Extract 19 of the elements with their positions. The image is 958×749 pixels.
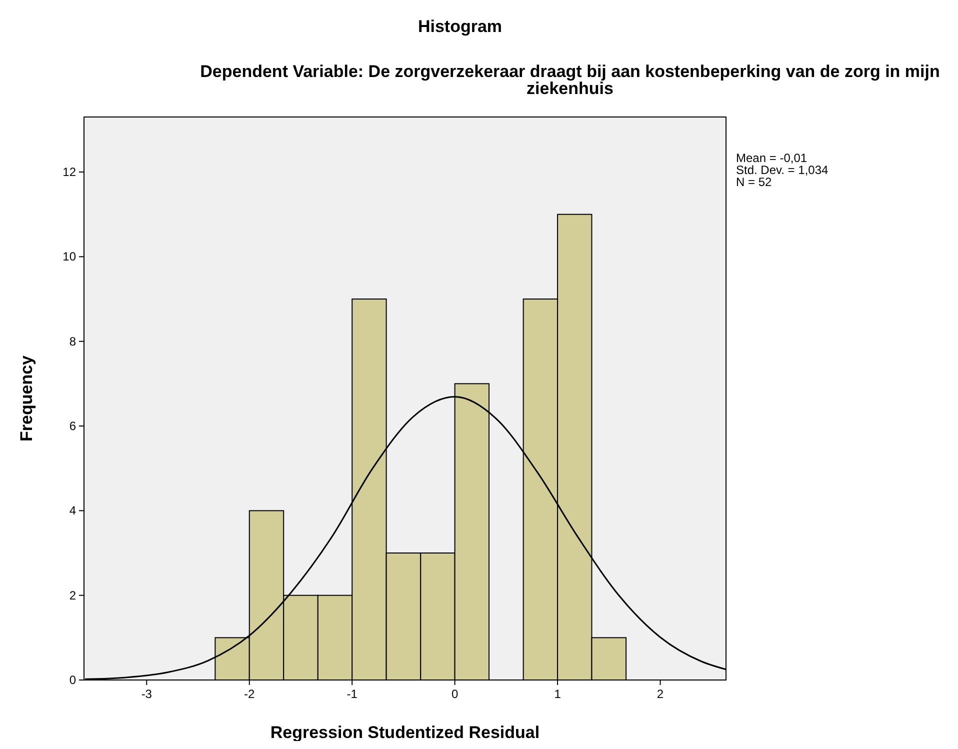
y-axis-title: Frequency	[17, 354, 36, 442]
text: N = 52	[736, 175, 772, 189]
y-tick-label: 6	[69, 419, 76, 434]
y-tick-label: 0	[69, 673, 76, 687]
x-tick-label: 2	[656, 687, 664, 701]
x-tick-label: -3	[141, 687, 152, 701]
chart-title: Histogram	[418, 17, 502, 36]
x-tick-label: -2	[244, 687, 256, 701]
x-tick-label: 0	[451, 687, 458, 701]
text: Std. Dev. = 1,034	[736, 163, 828, 177]
y-tick-label: 2	[69, 588, 76, 602]
x-tick-label: -1	[346, 687, 358, 701]
x-tick-label: 1	[554, 687, 562, 701]
text: Mean = -0,01	[736, 151, 808, 165]
y-tick-label: 8	[69, 334, 76, 348]
y-tick-label: 10	[62, 250, 76, 264]
y-tick-label: 4	[69, 504, 76, 518]
y-tick-label: 12	[62, 165, 76, 180]
chart-subtitle: Dependent Variable: De zorgverzekeraar draagt bij aan kostenbeperking van de zorg in mijn ziekenhuis	[200, 62, 940, 98]
